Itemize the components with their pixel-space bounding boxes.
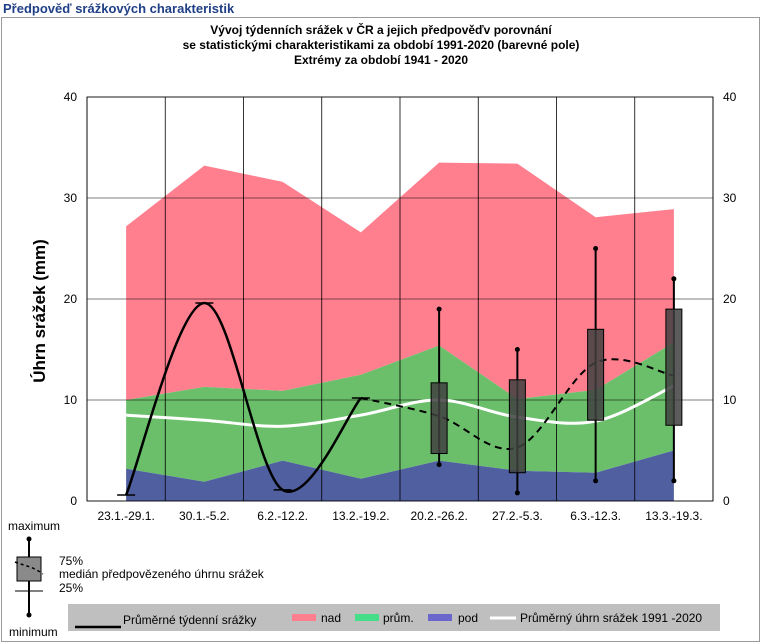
plot-area: 0 0 10 10 20 20 30 30 40 40 23.1.-29.1. 30.1.-5.2. 6… bbox=[64, 90, 737, 523]
box-key-median-line bbox=[14, 561, 44, 575]
legend-mean-label: Průměrný úhrn srážek 1991 -2020 bbox=[520, 611, 702, 625]
legend-prum-swatch bbox=[355, 614, 379, 621]
box-key-minimum-label: minimum bbox=[9, 625, 58, 639]
box-key-median-label: medián předpovězeného úhrnu srážek bbox=[59, 567, 265, 581]
box-key-min-marker bbox=[26, 612, 32, 618]
y-tick-label-left: 40 bbox=[64, 90, 78, 104]
forecast-max-marker bbox=[514, 347, 520, 352]
y-axis-label: Úhrn srážek (mm) bbox=[30, 239, 49, 383]
y-tick-label-right: 20 bbox=[723, 292, 737, 306]
legend-observed-label: Průměrné týdenní srážky bbox=[123, 613, 256, 627]
box-key-q25-label: 25% bbox=[59, 581, 83, 595]
observed-weekly-line bbox=[124, 301, 362, 496]
legend-pod-label: pod bbox=[458, 611, 478, 625]
box-key-maximum-label: maximum bbox=[8, 519, 60, 533]
y-tick-label-right: 30 bbox=[723, 191, 737, 205]
x-tick-label: 6.2.-12.2. bbox=[257, 509, 308, 523]
forecast-min-marker bbox=[436, 462, 442, 468]
x-tick-label: 13.3.-19.3. bbox=[645, 509, 702, 523]
y-tick-label-left: 20 bbox=[64, 292, 78, 306]
y-tick-label-right: 40 bbox=[723, 90, 737, 104]
forecast-box bbox=[508, 379, 526, 474]
forecast-box bbox=[665, 308, 683, 426]
forecast-max-marker bbox=[436, 306, 442, 312]
mean-1991-2020-line bbox=[126, 384, 675, 428]
y-tick-label-left: 30 bbox=[64, 191, 78, 205]
forecast-max-marker bbox=[671, 276, 677, 282]
box-key-box bbox=[16, 556, 42, 582]
box-key: maximum 75%medián předpovězeného úhrnu sr… bbox=[8, 519, 265, 639]
chart-frame bbox=[1, 17, 760, 642]
chart-title-line: Extrémy za období 1941 - 2020 bbox=[294, 53, 468, 67]
legend-pod-swatch bbox=[428, 614, 452, 621]
legend-background bbox=[68, 604, 720, 631]
y-tick-label-right: 0 bbox=[723, 494, 730, 508]
forecast-max-marker bbox=[593, 246, 599, 251]
page-title: Předpověď srážkových charakteristik bbox=[3, 1, 235, 16]
y-tick-label-left: 0 bbox=[70, 494, 77, 508]
x-tick-label: 23.1.-29.1. bbox=[97, 509, 154, 523]
forecast-box bbox=[587, 328, 605, 421]
y-tick-label-right: 10 bbox=[723, 393, 737, 407]
x-tick-label: 6.3.-12.3. bbox=[570, 509, 621, 523]
forecast-min-marker bbox=[514, 490, 520, 496]
plot-border bbox=[86, 96, 714, 502]
x-tick-label: 30.1.-5.2. bbox=[179, 509, 230, 523]
legend-prum-label: prům. bbox=[383, 611, 414, 625]
legend-nad-swatch bbox=[292, 614, 316, 621]
forecast-box bbox=[430, 382, 448, 455]
legend-nad-label: nad bbox=[321, 611, 341, 625]
x-tick-label: 20.2.-26.2. bbox=[410, 509, 467, 523]
chart-title-line: Vývoj týdenních srážek v ČR a jejich pře… bbox=[210, 22, 552, 37]
forecast-min-marker bbox=[671, 478, 677, 484]
forecast-min-marker bbox=[593, 478, 599, 484]
box-key-q75-label: 75% bbox=[59, 554, 83, 568]
box-key-max-marker bbox=[26, 536, 32, 542]
x-tick-label: 13.2.-19.2. bbox=[332, 509, 389, 523]
chart-title-line: se statistickými charakteristikami za ob… bbox=[183, 38, 580, 52]
y-tick-label-left: 10 bbox=[64, 393, 78, 407]
chart-title: Vývoj týdenních srážek v ČR a jejich pře… bbox=[183, 22, 580, 67]
x-tick-label: 27.2.-5.3. bbox=[492, 509, 543, 523]
legend: Průměrné týdenní srážky nad prům. pod Průměr… bbox=[68, 604, 720, 631]
